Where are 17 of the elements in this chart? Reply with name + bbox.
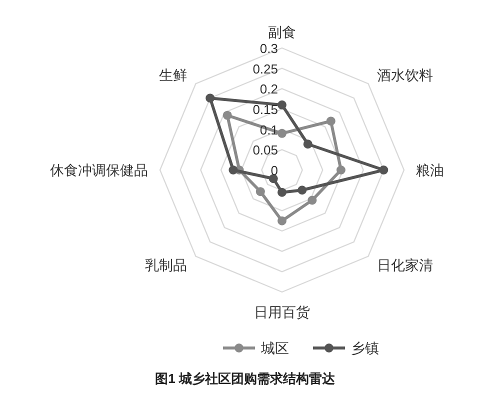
y-tick-label: 0.2 <box>260 82 278 97</box>
y-tick-label: 0.15 <box>252 102 278 117</box>
spoke-label: 粮油 <box>416 162 444 178</box>
legend-label: 城区 <box>260 340 289 356</box>
spoke-label: 酒水饮料 <box>376 67 433 84</box>
spoke-label: 休食冲调保健品 <box>50 162 148 178</box>
spoke-label: 日用百货 <box>254 304 310 320</box>
spoke-label: 乳制品 <box>145 256 188 273</box>
spoke-label: 副食 <box>268 24 296 40</box>
spoke-label: 日化家清 <box>376 256 433 273</box>
legend-label: 乡镇 <box>351 340 379 356</box>
y-tick-label: 0.25 <box>252 61 278 76</box>
y-tick-label: 0.3 <box>260 41 278 56</box>
y-tick-label: 0 <box>270 163 278 178</box>
caption: 图1 城乡社区团购需求结构雷达 <box>155 371 336 386</box>
y-tick-label: 0.05 <box>252 142 278 158</box>
spoke-label: 生鲜 <box>159 67 188 84</box>
